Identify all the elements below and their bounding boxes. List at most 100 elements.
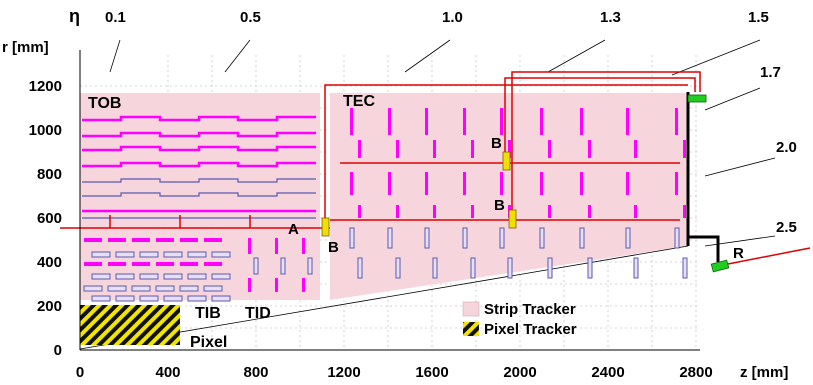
r-tick-label: 1000 [29,122,62,139]
tid-module [280,257,286,275]
tob-region [80,93,320,228]
z-tick-label: 1600 [415,364,448,381]
tec-module [463,108,466,135]
patch-panel-b1-label: B [328,239,339,256]
tec-module [626,172,629,195]
axes [79,50,700,351]
tec-module [579,227,585,249]
tec-module [433,205,436,218]
tec-module [499,227,505,249]
tid-module [307,257,313,275]
tib-module [131,285,151,292]
tob-layer [82,161,316,168]
tid-module [302,238,305,254]
r-tick-labels: 0 200 400 600 800 1000 1200 [29,78,62,359]
tec-module [358,140,361,158]
eta-value-label: 1.3 [600,9,621,26]
tob-label: TOB [88,95,121,112]
tid-module [302,278,305,292]
tib-module [83,285,103,292]
tec-module [433,140,436,158]
tec-module [675,172,678,195]
eta-value-label: 1.0 [442,9,463,26]
support-block-r [710,259,730,273]
tec-module [633,257,639,279]
tib-module [115,273,135,280]
z-tick-labels: 0 400 800 1200 1600 2000 2400 2800 [76,364,713,381]
support-block-top [687,94,707,103]
tec-module [470,257,476,279]
tib-module [203,285,223,292]
tid-module [248,238,251,254]
eta-value-label: 2.5 [776,219,797,236]
tib-module [211,273,231,280]
tec-module [580,172,583,195]
pixel-boundary-line [79,245,689,350]
tib-module [180,238,198,242]
eta-value-labels: 0.1 0.5 1.0 1.3 1.5 1.7 2.0 2.5 [105,9,797,236]
tib-module [187,273,207,280]
legend-pixel-label: Pixel Tracker [484,321,577,338]
tec-module [625,227,631,249]
tid-module [275,278,278,292]
tec-module [358,205,361,218]
eta-value-label: 0.1 [105,9,126,26]
tid-module [275,238,278,254]
legend: Strip Tracker Pixel Tracker [462,301,577,338]
eta-symbol: η [69,6,80,26]
tec-module [675,108,678,135]
tec-module [388,172,391,195]
tec-module [396,140,399,158]
tec-module [387,227,393,249]
tid-module [248,278,251,292]
tec-module [463,172,466,195]
tib-module [132,262,150,266]
legend-strip-swatch [462,301,480,317]
eta-value-label: 2.0 [776,139,797,156]
z-tick-label: 1200 [327,364,360,381]
tec-region [330,93,688,300]
service-lines [60,71,811,265]
tib-label: TIB [195,305,221,322]
tec-module [349,227,355,249]
tib-module [211,295,231,302]
tib-module [91,251,111,258]
r-tick-label: 600 [37,210,62,227]
z-tick-label: 2800 [679,364,712,381]
tec-module [471,205,474,218]
tec-module [588,205,591,218]
tec-module [634,205,637,218]
tib-module [115,295,135,302]
z-axis-label: z [mm] [740,364,788,381]
tib-module [180,262,198,266]
tob-layer [82,131,316,138]
legend-strip-label: Strip Tracker [484,301,576,318]
tib-module [204,238,222,242]
tib-module [187,295,207,302]
tib-module [108,238,126,242]
tec-module [500,108,503,135]
tec-module [634,140,637,158]
tob-layer [82,145,316,152]
tib-module [163,295,183,302]
tec-module [395,257,401,279]
tib-module [155,285,175,292]
z-tick-label: 2400 [591,364,624,381]
tec-module [425,172,428,195]
tec-module [508,140,511,158]
tib-module [107,285,127,292]
patch-panel-b2-label: B [491,135,502,152]
r-axis-label: r [mm] [2,39,49,56]
tec-module [540,172,543,195]
tid-label: TID [245,305,271,322]
r-tick-label: 1200 [29,78,62,95]
tib-module [179,285,199,292]
tec-module [580,108,583,135]
tec-label: TEC [343,93,375,110]
tec-module [674,227,680,249]
z-tick-label: 2000 [503,364,536,381]
tib-module [187,251,207,258]
r-tick-label: 200 [37,298,62,315]
tec-module [388,108,391,135]
tib-module [211,251,231,258]
